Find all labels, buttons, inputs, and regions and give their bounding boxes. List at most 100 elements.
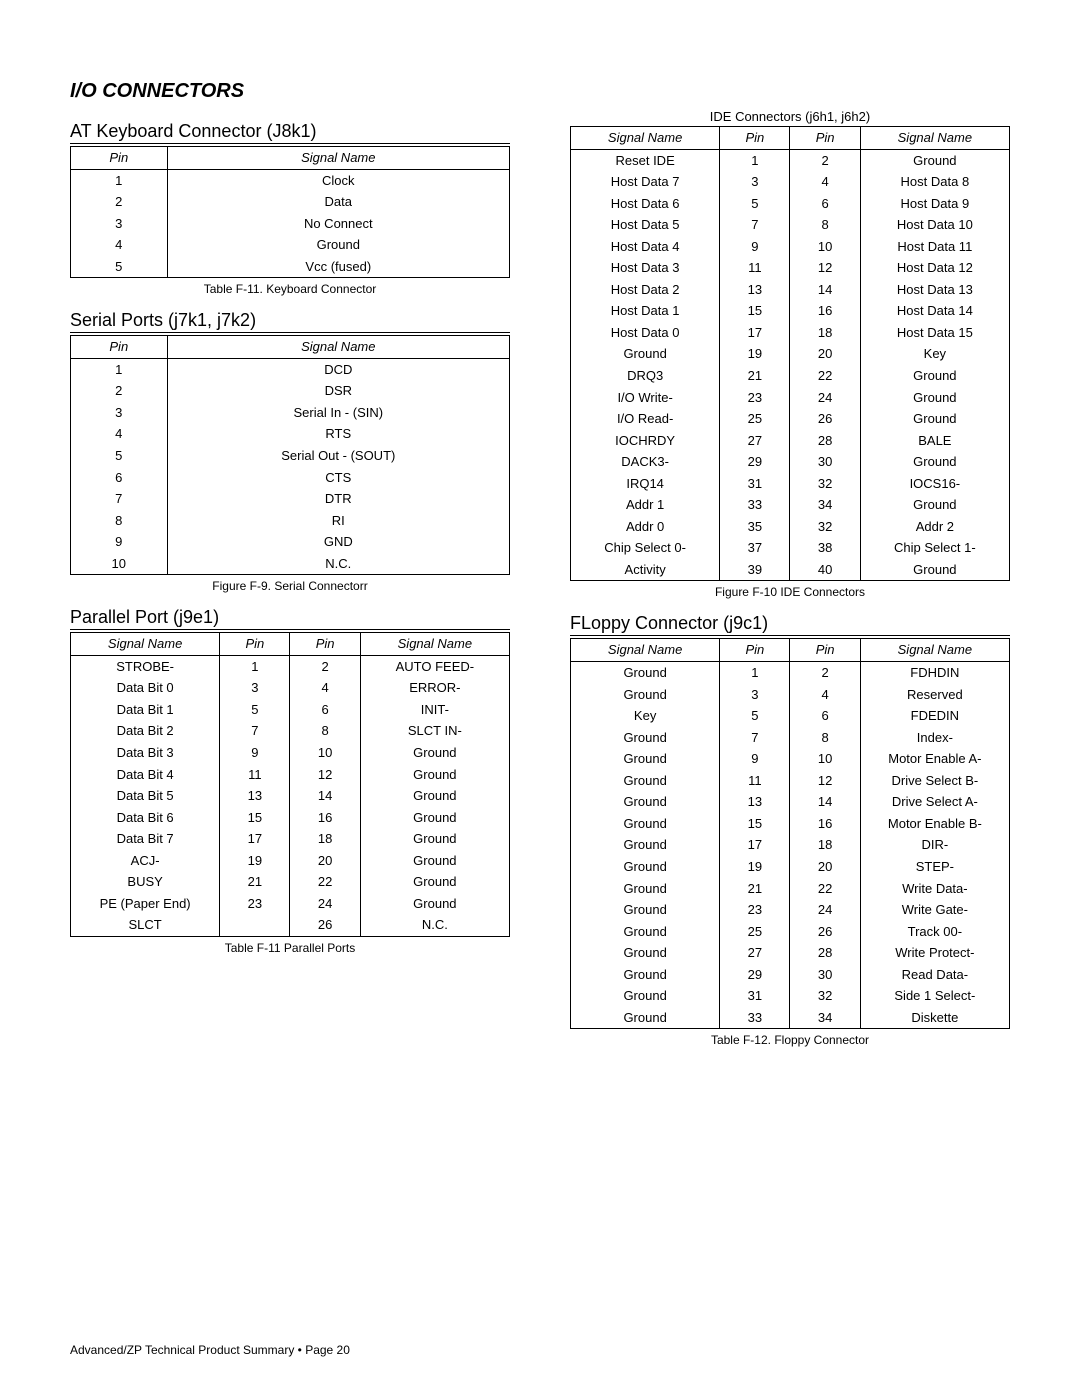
cell-pin-r: 2: [790, 149, 860, 171]
cell-pin-r: 6: [790, 193, 860, 215]
cell-pin-l: 15: [720, 813, 790, 835]
cell-pin-l: 11: [720, 257, 790, 279]
table-row: Addr 13334Ground: [571, 494, 1010, 516]
cell-pin-r: 20: [790, 856, 860, 878]
cell-pin: 2: [71, 380, 168, 402]
cell-pin: 9: [71, 531, 168, 553]
cell-signal-l: Ground: [571, 343, 720, 365]
table-row: Data Bit 71718Ground: [71, 828, 510, 850]
cell-pin-r: 8: [290, 720, 360, 742]
cell-pin-l: 3: [720, 684, 790, 706]
cell-signal-r: Ground: [860, 559, 1009, 581]
cell-signal-r: Side 1 Select-: [860, 985, 1009, 1007]
cell-pin-l: 5: [220, 699, 290, 721]
cell-signal-r: Host Data 10: [860, 214, 1009, 236]
cell-signal-l: Data Bit 6: [71, 807, 220, 829]
cell-signal-r: Ground: [860, 451, 1009, 473]
cell-signal-r: Ground: [360, 785, 509, 807]
table-row: Host Data 21314Host Data 13: [571, 279, 1010, 301]
cell-pin-r: 12: [290, 764, 360, 786]
cell-pin-l: 1: [720, 662, 790, 684]
table-row: Ground2930Read Data-: [571, 964, 1010, 986]
cell-pin-r: 20: [790, 343, 860, 365]
table-row: I/O Write-2324Ground: [571, 387, 1010, 409]
cell-pin-l: 27: [720, 430, 790, 452]
cell-signal-l: Host Data 0: [571, 322, 720, 344]
cell-pin-l: 19: [720, 856, 790, 878]
cell-signal-r: Ground: [360, 871, 509, 893]
cell-signal-l: Host Data 7: [571, 171, 720, 193]
table-row: Ground1920Key: [571, 343, 1010, 365]
table-row: Ground1314Drive Select A-: [571, 791, 1010, 813]
cell-pin-l: 19: [220, 850, 290, 872]
cell-signal: CTS: [167, 467, 509, 489]
cell-signal-l: Host Data 3: [571, 257, 720, 279]
header-pin: Pin: [71, 147, 168, 170]
cell-pin-l: 13: [720, 791, 790, 813]
header-pin-l: Pin: [220, 633, 290, 656]
cell-signal-r: Ground: [360, 742, 509, 764]
cell-pin-r: 22: [790, 878, 860, 900]
cell-pin: 4: [71, 423, 168, 445]
parallel-table: Signal Name Pin Pin Signal Name STROBE-1…: [70, 632, 510, 937]
cell-pin-l: 31: [720, 473, 790, 495]
table-row: I/O Read-2526Ground: [571, 408, 1010, 430]
cell-signal-r: AUTO FEED-: [360, 655, 509, 677]
cell-pin: 8: [71, 510, 168, 532]
table-row: DRQ32122Ground: [571, 365, 1010, 387]
table-row: Ground3132Side 1 Select-: [571, 985, 1010, 1007]
cell-pin-r: 4: [290, 677, 360, 699]
cell-signal: RI: [167, 510, 509, 532]
cell-pin: 10: [71, 553, 168, 575]
cell-signal-r: Host Data 14: [860, 300, 1009, 322]
cell-pin-r: 4: [790, 684, 860, 706]
cell-signal-l: Ground: [571, 834, 720, 856]
cell-signal-r: Key: [860, 343, 1009, 365]
cell-pin-l: 39: [720, 559, 790, 581]
cell-signal-l: DACK3-: [571, 451, 720, 473]
floppy-title: FLoppy Connector (j9c1): [570, 613, 1010, 636]
header-pin-r: Pin: [290, 633, 360, 656]
cell-pin-r: 40: [790, 559, 860, 581]
header-pin-l: Pin: [720, 127, 790, 150]
cell-pin-r: 14: [790, 279, 860, 301]
cell-signal-l: I/O Write-: [571, 387, 720, 409]
cell-pin: 7: [71, 488, 168, 510]
serial-title: Serial Ports (j7k1, j7k2): [70, 310, 510, 333]
cell-signal-l: Reset IDE: [571, 149, 720, 171]
cell-pin-r: 10: [790, 236, 860, 258]
table-row: Reset IDE12Ground: [571, 149, 1010, 171]
right-column: IDE Connectors (j6h1, j6h2) Signal Name …: [570, 109, 1010, 1061]
cell-pin-r: 24: [290, 893, 360, 915]
cell-signal-r: Reserved: [860, 684, 1009, 706]
cell-signal-l: Ground: [571, 813, 720, 835]
table-row: Data Bit 034ERROR-: [71, 677, 510, 699]
cell-signal-l: Host Data 1: [571, 300, 720, 322]
cell-signal-l: PE (Paper End): [71, 893, 220, 915]
cell-signal-r: Addr 2: [860, 516, 1009, 538]
cell-pin-r: 18: [290, 828, 360, 850]
page-footer: Advanced/ZP Technical Product Summary • …: [70, 1343, 350, 1357]
table-row: Ground1516Motor Enable B-: [571, 813, 1010, 835]
cell-signal-r: SLCT IN-: [360, 720, 509, 742]
cell-pin: 5: [71, 256, 168, 278]
cell-signal-r: IOCS16-: [860, 473, 1009, 495]
cell-signal-l: Ground: [571, 921, 720, 943]
table-row: 4RTS: [71, 423, 510, 445]
cell-signal-r: Ground: [360, 764, 509, 786]
table-row: Data Bit 156INIT-: [71, 699, 510, 721]
cell-pin-r: 26: [790, 921, 860, 943]
parallel-caption: Table F-11 Parallel Ports: [70, 941, 510, 955]
table-row: Ground12FDHDIN: [571, 662, 1010, 684]
cell-pin-l: 31: [720, 985, 790, 1007]
cell-signal-l: Ground: [571, 684, 720, 706]
cell-signal-r: Track 00-: [860, 921, 1009, 943]
cell-pin-r: 8: [790, 214, 860, 236]
cell-pin-r: 22: [290, 871, 360, 893]
cell-signal: Clock: [167, 169, 509, 191]
header-pin-l: Pin: [720, 639, 790, 662]
table-row: Data Bit 278SLCT IN-: [71, 720, 510, 742]
cell-signal-r: BALE: [860, 430, 1009, 452]
cell-signal-l: Ground: [571, 985, 720, 1007]
table-row: SLCT26N.C.: [71, 914, 510, 936]
